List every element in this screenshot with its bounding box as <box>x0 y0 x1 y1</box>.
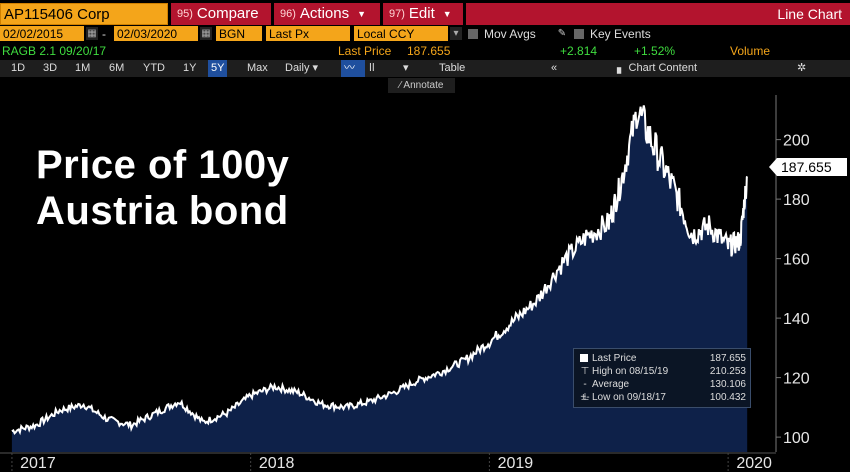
y-tick-label: 180 <box>783 192 810 209</box>
range-1d-button[interactable]: 1D <box>11 62 26 74</box>
frequency-label: Daily <box>285 62 310 74</box>
range-1y-button[interactable]: 1Y <box>183 62 197 74</box>
title-bar: AP115406 Corp 95) Compare 96) Actions ▼ … <box>0 3 850 25</box>
collapse-left-icon[interactable]: « <box>551 62 558 74</box>
legend-low-label: Low on 09/18/17 <box>592 392 666 403</box>
chevron-down-icon: ▾ <box>312 62 319 74</box>
legend-last-label: Last Price <box>592 353 637 364</box>
chart-content-button[interactable]: ▖ Chart Content <box>614 60 700 77</box>
chart-style-dropdown-icon[interactable]: ▾ <box>403 62 409 74</box>
actions-button[interactable]: 96) Actions ▼ <box>274 3 380 25</box>
annotate-label: Annotate <box>403 80 444 91</box>
legend-last-value: 187.655 <box>709 353 746 364</box>
legend-row-average: -+- Average 130.106 <box>580 378 746 403</box>
legend-high-value: 210.253 <box>709 366 746 377</box>
range-ytd-button[interactable]: YTD <box>143 62 165 74</box>
high-marker-icon: ⊤ <box>580 366 590 377</box>
y-tick-label: 200 <box>783 133 810 150</box>
edit-pencil-icon[interactable]: ✎ <box>557 28 567 39</box>
price-change-percent: +1.52% <box>634 44 676 58</box>
legend-low-value: 100.432 <box>709 392 746 403</box>
x-tick-label: 2018 <box>259 455 295 472</box>
legend-row-low: ⊥ Low on 09/18/17 100.432 <box>580 391 746 404</box>
range-3d-button[interactable]: 3D <box>43 62 58 74</box>
gear-icon[interactable]: ✲ <box>797 62 807 74</box>
average-marker-icon: -+- <box>580 379 590 403</box>
price-area <box>11 105 748 453</box>
checkbox-icon <box>574 29 584 39</box>
last-price-value: 187.655 <box>407 44 451 58</box>
annotate-button[interactable]: ⁄ Annotate <box>388 78 455 93</box>
price-info-bar: RAGB 2.1 09/20/17 Last Price 187.655 +2.… <box>0 43 850 59</box>
edit-label: Edit <box>408 5 435 22</box>
legend-average-label: Average <box>592 379 630 390</box>
y-tick-label: 100 <box>783 430 810 447</box>
legend-average-value: 130.106 <box>709 379 746 390</box>
compare-number: 95) <box>177 8 193 20</box>
volume-label: Volume <box>730 44 771 58</box>
x-tick-label: 2017 <box>20 455 56 472</box>
edit-dropdown-icon: ▼ <box>442 9 452 19</box>
overlay-title-line1: Price of 100y <box>36 143 290 187</box>
y-tick-label: 140 <box>783 311 810 328</box>
y-tick-label: 120 <box>783 371 810 388</box>
last-price-label: Last Price <box>338 44 392 58</box>
key-events-label: Key Events <box>590 27 651 41</box>
compare-label: Compare <box>196 5 259 22</box>
security-description: RAGB 2.1 09/20/17 <box>2 44 107 58</box>
overlay-title-line2: Austria bond <box>36 189 289 233</box>
chart-legend: Last Price 187.655 ⊤ High on 08/15/19 21… <box>573 348 751 408</box>
price-line <box>11 105 749 436</box>
overlay-title: Price of 100y Austria bond <box>36 142 289 234</box>
actions-label: Actions <box>299 5 350 22</box>
pencil-icon: ⁄ <box>399 80 404 91</box>
source-field[interactable]: BGN <box>216 26 262 41</box>
legend-high-label: High on 08/15/19 <box>592 366 669 377</box>
x-tick-label: 2019 <box>498 455 534 472</box>
legend-row-high: ⊤ High on 08/15/19 210.253 <box>580 365 746 378</box>
key-events-checkbox[interactable]: Key Events <box>574 26 651 42</box>
ticker-field[interactable]: AP115406 Corp <box>0 3 168 25</box>
end-date-field[interactable]: 02/03/2020 <box>114 26 198 41</box>
x-tick-label: 2020 <box>736 455 772 472</box>
chart-type-bar: Line Chart <box>466 3 850 25</box>
currency-dropdown-icon[interactable]: ▾ <box>450 27 462 40</box>
chart-toolbar: 1D 3D 1M 6M YTD 1Y 5Y Max Daily ▾ 〰 ǀǀ ▾… <box>0 60 850 77</box>
last-price-tag: 187.655 <box>769 158 847 176</box>
chart-type-label: Line Chart <box>777 6 842 22</box>
date-separator: - <box>102 27 106 41</box>
chart-content-icon: ▖ <box>617 62 629 74</box>
calendar-icon[interactable]: ▦ <box>86 27 98 40</box>
y-tick-label: 160 <box>783 252 810 269</box>
checkbox-icon <box>468 29 478 39</box>
low-marker-icon: ⊥ <box>580 392 590 403</box>
candlestick-icon[interactable]: ǀǀ <box>369 62 375 74</box>
compare-button[interactable]: 95) Compare <box>171 3 271 25</box>
actions-dropdown-icon: ▼ <box>357 9 367 19</box>
table-button[interactable]: Table <box>439 62 466 74</box>
frequency-dropdown[interactable]: Daily ▾ <box>282 60 321 77</box>
actions-number: 96) <box>280 8 296 20</box>
settings-bar: 02/02/2015 ▦ - 02/03/2020 ▦ BGN Last Px … <box>0 26 850 42</box>
range-5y-button[interactable]: 5Y <box>208 60 228 77</box>
calendar-icon[interactable]: ▦ <box>200 27 212 40</box>
mov-avgs-label: Mov Avgs <box>484 27 536 41</box>
legend-row-last: Last Price 187.655 <box>580 352 746 365</box>
start-date-field[interactable]: 02/02/2015 <box>0 26 84 41</box>
edit-button[interactable]: 97) Edit ▼ <box>383 3 463 25</box>
field-selector[interactable]: Last Px <box>266 26 350 41</box>
edit-number: 97) <box>389 8 405 20</box>
line-chart-icon[interactable]: 〰 <box>341 60 365 77</box>
price-change: +2.814 <box>560 44 598 58</box>
range-1m-button[interactable]: 1M <box>75 62 91 74</box>
legend-swatch <box>580 354 588 362</box>
currency-field[interactable]: Local CCY <box>354 26 448 41</box>
mov-avgs-checkbox[interactable]: Mov Avgs <box>468 26 536 42</box>
range-6m-button[interactable]: 6M <box>109 62 125 74</box>
chart-content-label: Chart Content <box>628 62 697 74</box>
range-max-button[interactable]: Max <box>247 62 268 74</box>
